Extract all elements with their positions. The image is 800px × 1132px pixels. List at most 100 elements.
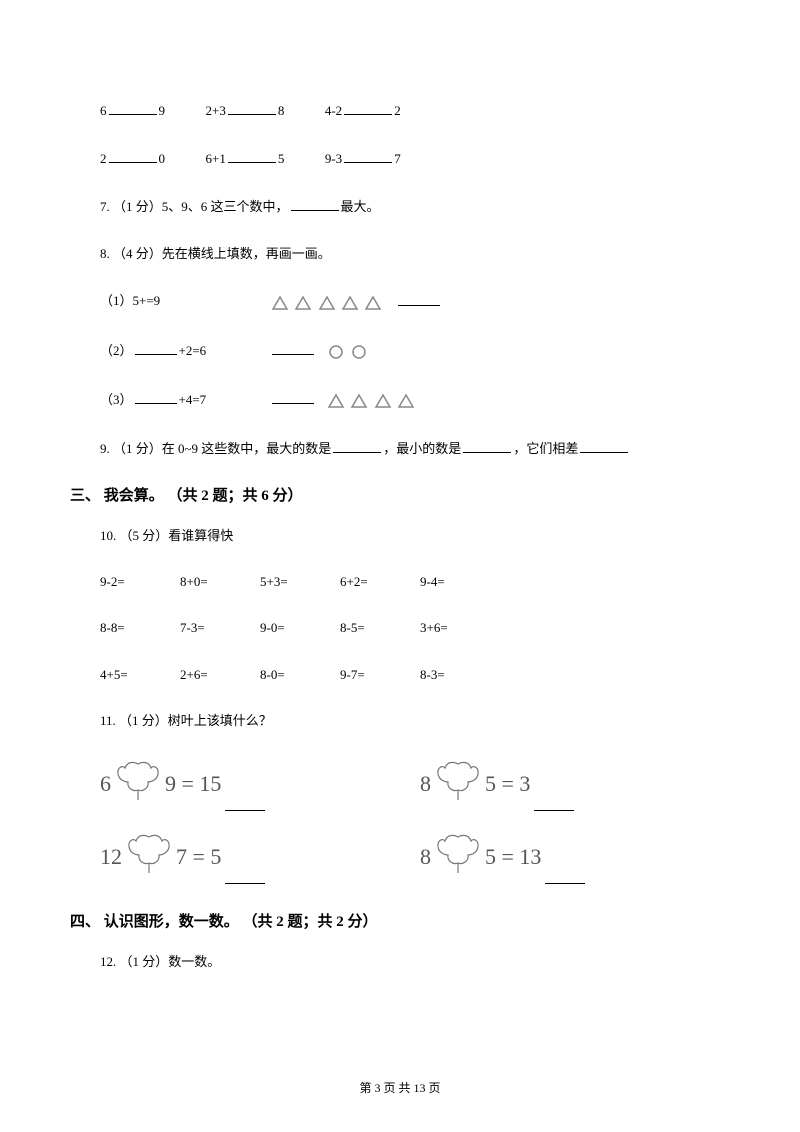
q9-c: ，它们相差 — [513, 441, 578, 456]
question-9: 9. （1 分）在 0~9 这些数中，最大的数是 ，最小的数是 ，它们相差 — [70, 438, 730, 458]
calc-item: 9-7= — [340, 666, 420, 684]
calc-item: 5+3= — [260, 573, 340, 591]
leaf-c: = 3 — [502, 771, 531, 796]
leaf-equation: 85 = 13 — [420, 831, 700, 884]
section-3-title: 三、 我会算。 （共 2 题；共 6 分） — [70, 486, 730, 507]
blank — [225, 871, 265, 884]
q7-prefix: 7. （1 分）5、9、6 这三个数中， — [100, 199, 289, 214]
blank — [333, 438, 381, 453]
calc-item: 3+6= — [420, 619, 500, 637]
cmp-2-1-l: 2 — [100, 151, 107, 166]
question-11-title: 11. （1 分）树叶上该填什么？ — [70, 712, 730, 730]
calc-item: 8-3= — [420, 666, 500, 684]
q9-a: 9. （1 分）在 0~9 这些数中，最大的数是 — [100, 441, 331, 456]
leaf-equation: 6 9 = 15 — [100, 758, 380, 811]
leaf-row: 6 9 = 15 85 = 3 — [100, 758, 730, 811]
triangle-icon — [396, 392, 416, 410]
calc-item: 8+0= — [180, 573, 260, 591]
leaf-c: = 15 — [182, 771, 222, 796]
leaf-a: 8 — [420, 771, 431, 796]
leaf-equation: 127 = 5 — [100, 831, 380, 884]
cmp-1-3-l: 4-2 — [325, 103, 342, 118]
q8-item-expr: （2）+2=6 — [100, 340, 270, 360]
cmp-1-1-r: 9 — [159, 103, 166, 118]
compare-row-2: 20 6+15 9-37 — [70, 148, 730, 168]
blank — [463, 438, 511, 453]
triangle-icon — [317, 294, 337, 312]
compare-row-1: 69 2+38 4-22 — [70, 100, 730, 120]
leaf-a: 12 — [100, 844, 122, 869]
cmp-1-1-l: 6 — [100, 103, 107, 118]
q10-title: 10. （5 分）看谁算得快 — [100, 528, 233, 543]
cmp-1-2-l: 2+3 — [206, 103, 226, 118]
blank — [534, 798, 574, 811]
question-12-title: 12. （1 分）数一数。 — [70, 953, 730, 971]
leaf-icon — [433, 758, 483, 811]
circle-icon — [326, 343, 346, 361]
cmp-1-2-r: 8 — [278, 103, 285, 118]
calc-item: 8-0= — [260, 666, 340, 684]
blank — [109, 100, 157, 115]
question-7: 7. （1 分）5、9、6 这三个数中， 最大。 — [70, 196, 730, 216]
leaf-a: 6 — [100, 771, 111, 796]
calc-row: 8-8=7-3=9-0=8-5=3+6= — [100, 619, 730, 637]
section-4-title: 四、 认识图形，数一数。 （共 2 题；共 2 分） — [70, 912, 730, 933]
leaf-icon — [113, 758, 163, 811]
calc-row: 4+5=2+6=8-0=9-7=8-3= — [100, 666, 730, 684]
blank — [225, 798, 265, 811]
q9-b: ，最小的数是 — [383, 441, 461, 456]
leaf-equation: 85 = 3 — [420, 758, 700, 811]
calc-item: 8-8= — [100, 619, 180, 637]
leaf-icon — [124, 831, 174, 884]
blank — [291, 196, 339, 211]
blank — [398, 291, 440, 306]
q8-item-shapes — [270, 340, 369, 361]
q8-item-expr: （3）+4=7 — [100, 389, 270, 409]
leaf-b: 7 — [176, 844, 193, 869]
calc-row: 9-2=8+0=5+3=6+2=9-4= — [100, 573, 730, 591]
triangle-icon — [373, 392, 393, 410]
calc-item: 8-5= — [340, 619, 420, 637]
leaf-c: = 13 — [502, 844, 542, 869]
blank — [228, 100, 276, 115]
q8-title: 8. （4 分）先在横线上填数，再画一画。 — [100, 246, 331, 261]
calc-item: 9-0= — [260, 619, 340, 637]
leaf-icon — [433, 831, 483, 884]
calc-item: 6+2= — [340, 573, 420, 591]
triangle-icon — [293, 294, 313, 312]
q7-suffix: 最大。 — [341, 199, 380, 214]
leaf-b: 9 — [165, 771, 182, 796]
blank — [580, 438, 628, 453]
calc-item: 7-3= — [180, 619, 260, 637]
q8-item-shapes — [270, 291, 442, 312]
blank — [272, 340, 314, 355]
triangle-icon — [270, 294, 290, 312]
blank — [344, 100, 392, 115]
triangle-icon — [349, 392, 369, 410]
blank — [135, 340, 177, 355]
blank — [272, 389, 314, 404]
blank — [545, 871, 585, 884]
cmp-2-1-r: 0 — [159, 151, 166, 166]
q8-item: （2）+2=6 — [70, 340, 730, 361]
leaf-row: 127 = 585 = 13 — [100, 831, 730, 884]
triangle-icon — [363, 294, 383, 312]
calc-item: 2+6= — [180, 666, 260, 684]
blank — [109, 148, 157, 163]
q8-item: （1）5+=9 — [70, 291, 730, 312]
blank — [228, 148, 276, 163]
leaf-b: 5 — [485, 844, 502, 869]
question-10-title: 10. （5 分）看谁算得快 — [70, 527, 730, 545]
page-footer: 第 3 页 共 13 页 — [0, 1079, 800, 1096]
cmp-2-2-r: 5 — [278, 151, 285, 166]
calc-item: 9-2= — [100, 573, 180, 591]
q8-item: （3）+4=7 — [70, 389, 730, 410]
q8-item-expr: （1）5+=9 — [100, 292, 270, 310]
blank — [344, 148, 392, 163]
triangle-icon — [340, 294, 360, 312]
triangle-icon — [326, 392, 346, 410]
circle-icon — [349, 343, 369, 361]
calc-item: 9-4= — [420, 573, 500, 591]
q11-title: 11. （1 分）树叶上该填什么？ — [100, 713, 272, 728]
cmp-2-3-r: 7 — [394, 151, 401, 166]
